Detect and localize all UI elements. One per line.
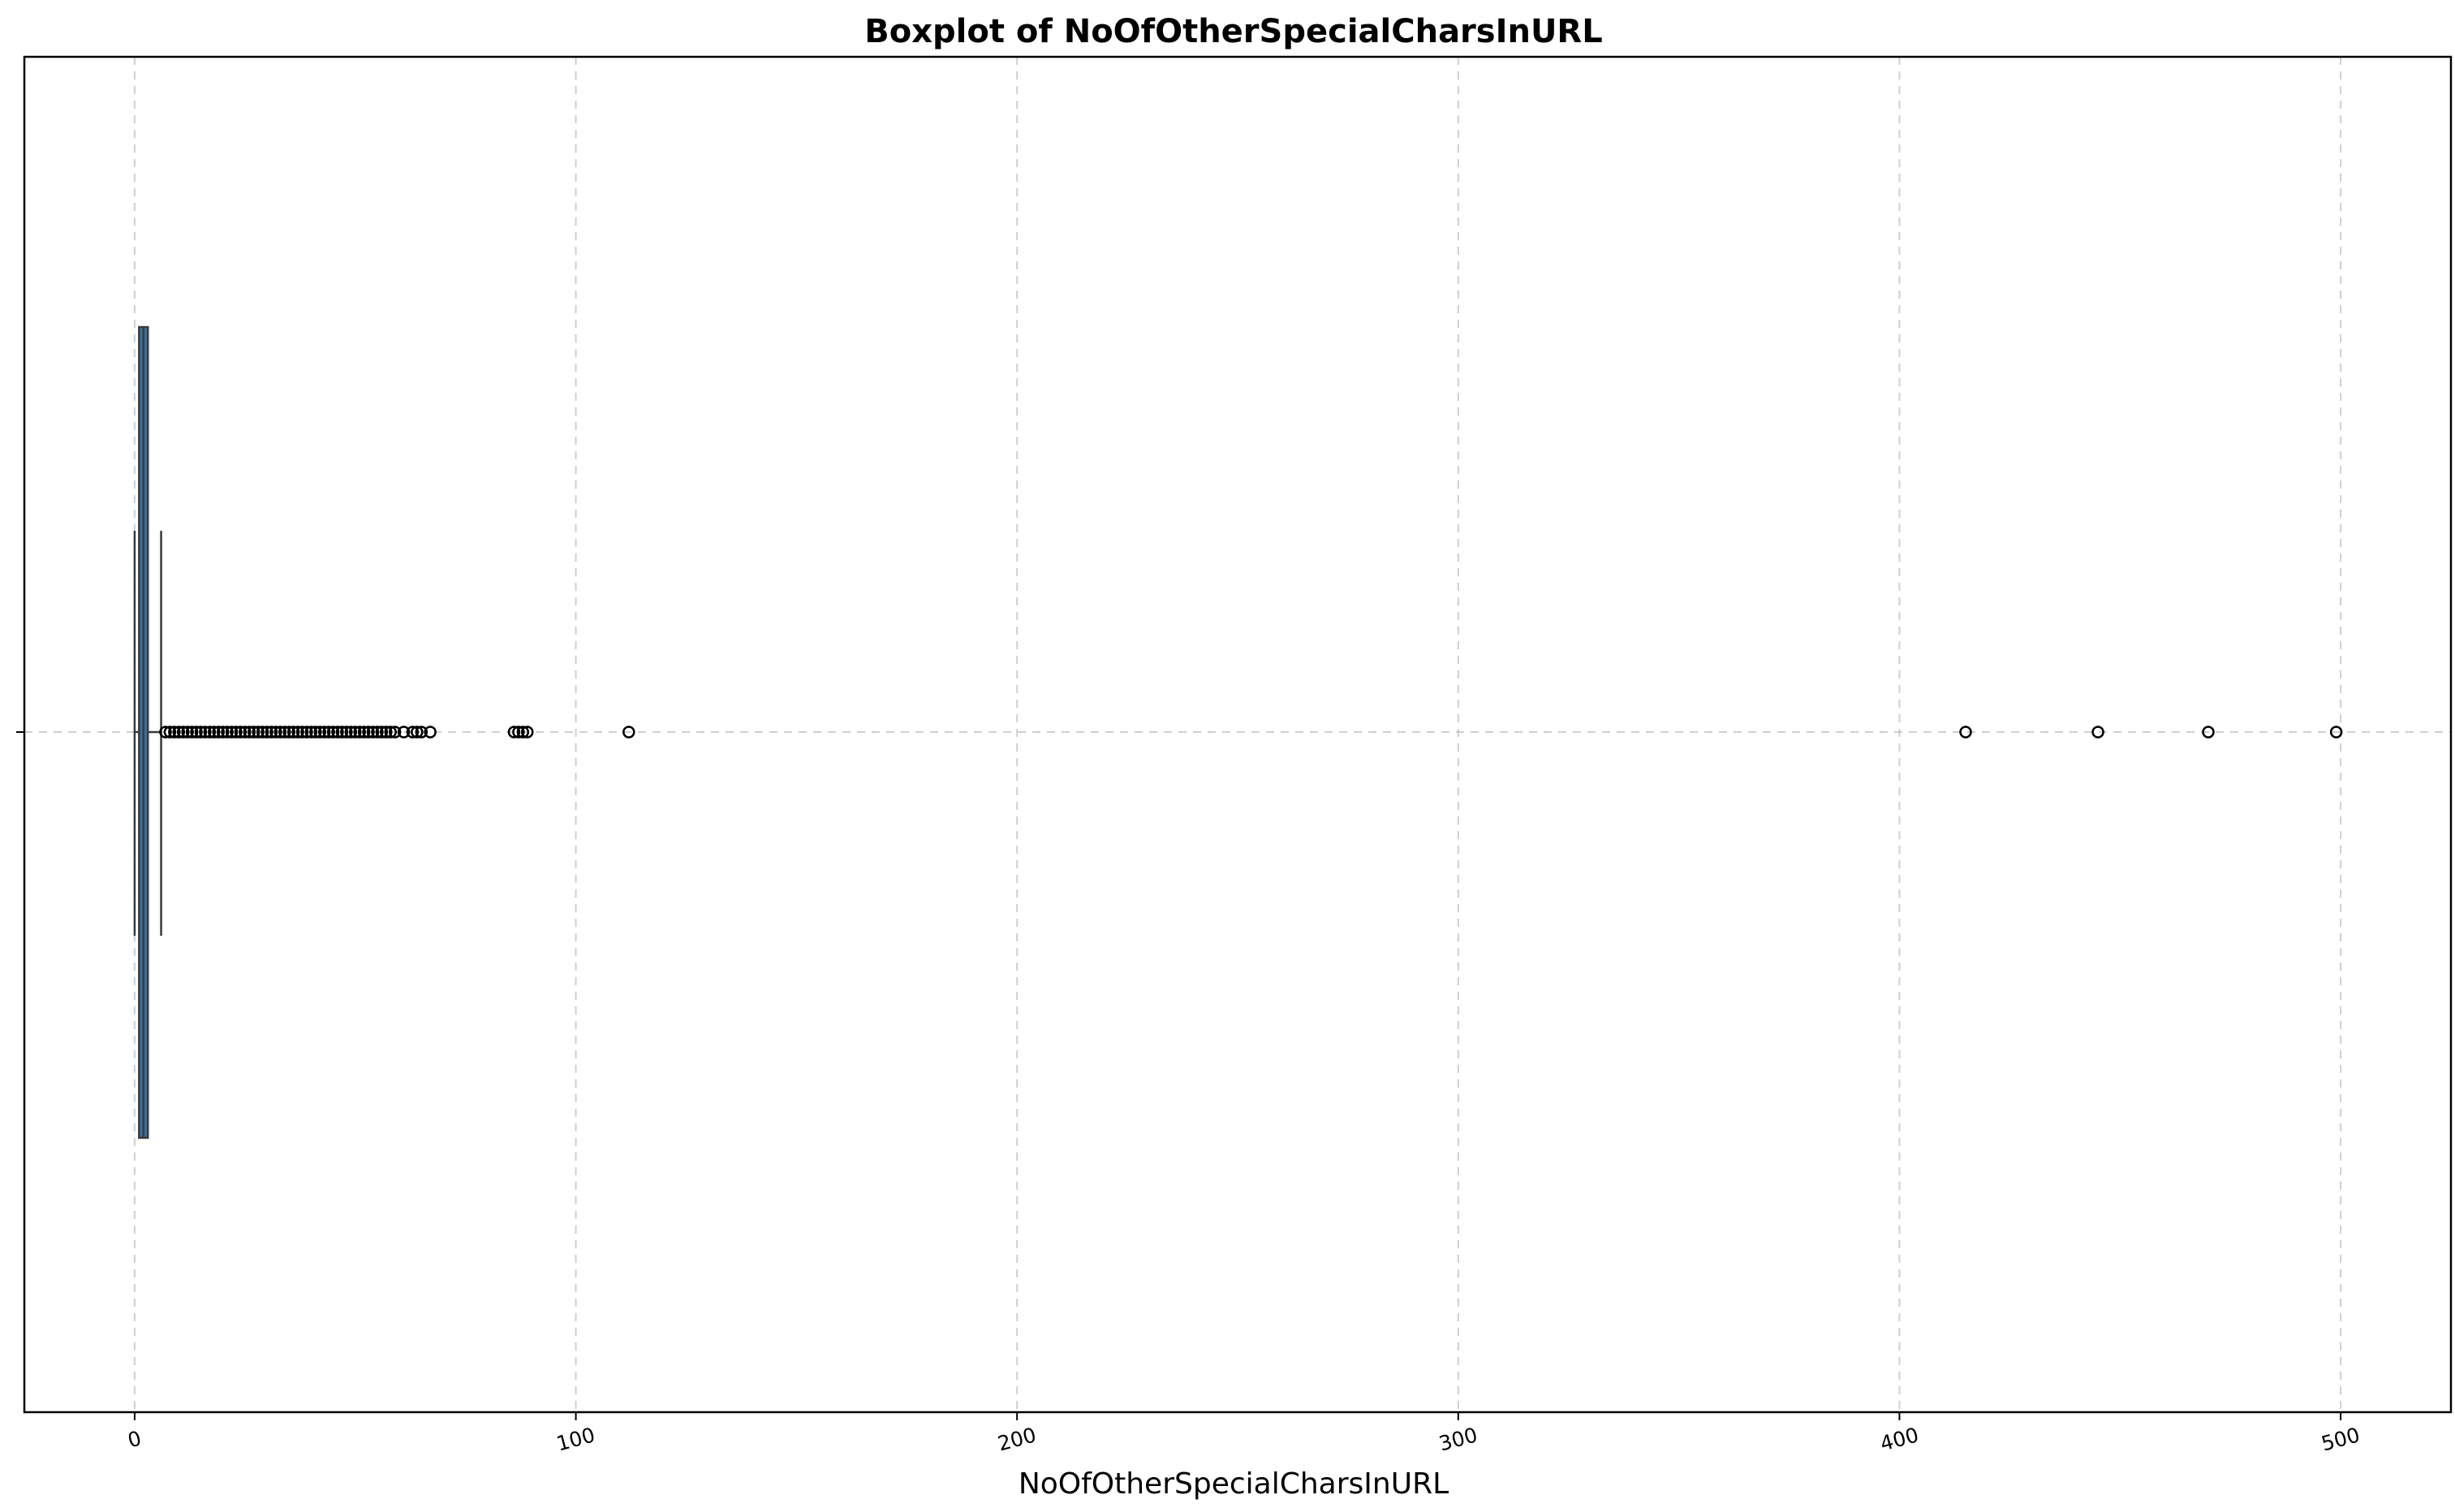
x-tick-label: 400 [1878,1423,1922,1455]
outlier-point [357,726,371,739]
outlier-point [326,726,340,739]
outlier-point [194,726,208,739]
outlier-point [252,726,265,739]
outlier-point [424,726,437,739]
outlier-point [415,726,429,739]
outlier-point [221,726,234,739]
outlier-point [348,726,362,739]
outlier-point [380,726,393,739]
outlier-point [199,726,212,739]
outlier-point [256,726,269,739]
outlier-point [371,726,384,739]
outlier-point [366,726,380,739]
outlier-point [2202,726,2215,739]
outlier-point [295,726,309,739]
outlier-point [1959,726,1972,739]
x-tick-label: 0 [125,1426,144,1452]
outlier-point [353,726,366,739]
outlier-point [309,726,322,739]
outlier-point [234,726,248,739]
outlier-point [512,726,525,739]
outlier-point [278,726,291,739]
outlier-point [243,726,256,739]
outlier-point [203,726,217,739]
x-axis-label: NoOfOtherSpecialCharsInURL [1019,1467,1449,1501]
outlier-point [176,726,190,739]
tick-layer: 0 100 200 300 400 500 [16,731,2362,1456]
outlier-point [208,726,221,739]
x-tick-label: 500 [2319,1423,2362,1455]
outlier-point [181,726,194,739]
outlier-point [388,726,402,739]
outlier-point [335,726,349,739]
outlier-point [247,726,261,739]
outlier-point [331,726,344,739]
box-layer [133,325,162,1139]
outlier-point [507,726,521,739]
outlier-point [362,726,375,739]
outlier-point [190,726,203,739]
outlier-point [340,726,353,739]
x-tick-label: 100 [554,1423,598,1455]
outlier-point [516,726,530,739]
outlier-point [622,726,635,739]
outlier-point [304,726,318,739]
outlier-point [520,726,534,739]
outlier-point [163,726,177,739]
outlier-layer [159,726,2343,739]
outlier-point [159,726,172,739]
outlier-point [313,726,326,739]
outlier-point [322,726,335,739]
outlier-point [269,726,282,739]
outlier-point [168,726,181,739]
outlier-point [273,726,287,739]
outlier-point [265,726,278,739]
outlier-point [317,726,331,739]
outlier-point [172,726,186,739]
outlier-point [397,726,411,739]
outlier-point [2091,726,2104,739]
axes-frame [23,55,2453,1414]
x-tick-label: 200 [995,1423,1039,1455]
outlier-point [291,726,304,739]
outlier-point [286,726,300,739]
x-tick-label: 300 [1436,1423,1480,1455]
outlier-point [212,726,225,739]
outlier-point [261,726,273,739]
outlier-point [282,726,295,739]
outlier-point [2329,726,2343,739]
outlier-point [216,726,230,739]
chart-title: Boxplot of NoOfOtherSpecialCharsInURL [864,13,1602,50]
outlier-point [300,726,313,739]
outlier-point [411,726,424,739]
outlier-point [344,726,358,739]
outlier-point [406,726,420,739]
outlier-point [230,726,243,739]
outlier-point [384,726,397,739]
outlier-point [239,726,252,739]
outlier-point [375,726,389,739]
outlier-point [185,726,199,739]
outlier-point [225,726,239,739]
grid-layer [24,57,2451,1412]
